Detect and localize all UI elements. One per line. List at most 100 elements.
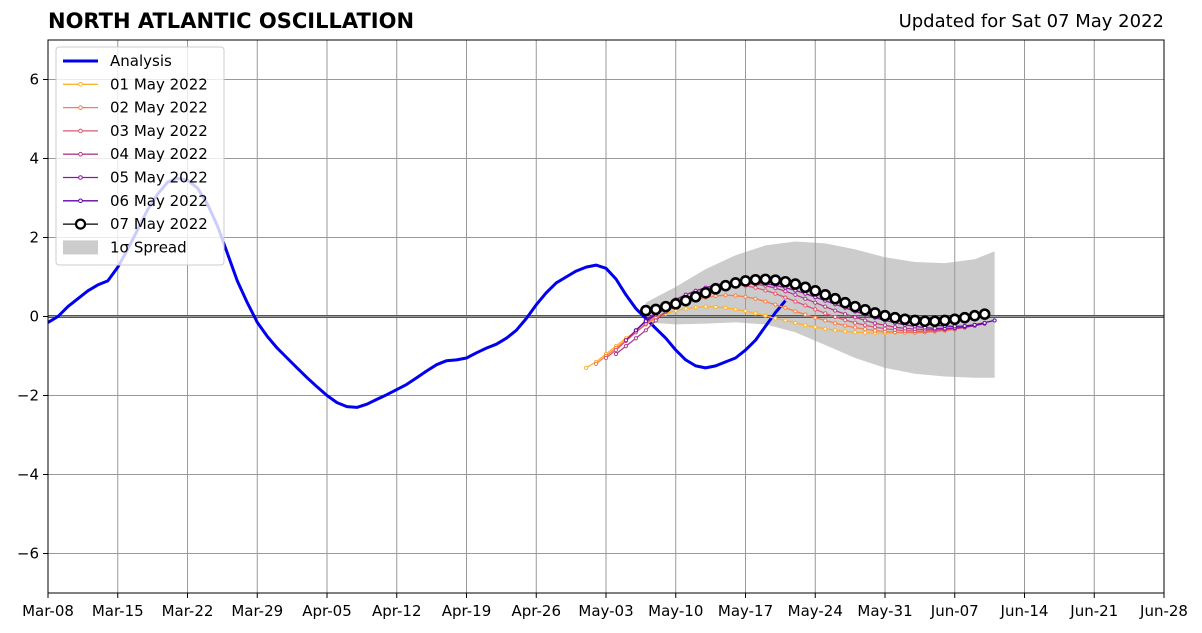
x-tick-label: May-10 xyxy=(648,602,703,620)
forecast-point xyxy=(882,326,888,331)
forecast-point xyxy=(773,316,778,321)
y-tick-label: 6 xyxy=(29,71,39,89)
forecast-point xyxy=(783,305,788,310)
forecast-point xyxy=(833,321,838,326)
x-tick-label: Jun-21 xyxy=(1069,602,1118,620)
forecast-point xyxy=(862,327,868,332)
forecast-point xyxy=(743,308,748,314)
forecast-point xyxy=(763,299,768,304)
forecast-point xyxy=(643,319,648,324)
forecast-point xyxy=(789,278,802,290)
forecast-point xyxy=(713,293,718,299)
forecast-point xyxy=(739,275,752,287)
forecast-point xyxy=(952,324,957,329)
forecast-point xyxy=(799,281,812,294)
forecast-point xyxy=(843,323,848,328)
forecast-point xyxy=(819,288,832,301)
forecast-point xyxy=(603,355,609,361)
legend-forecast-marker xyxy=(74,218,87,230)
legend-forecast-marker xyxy=(78,128,83,134)
legend-spread-swatch xyxy=(63,240,98,255)
legend-forecast-marker xyxy=(78,198,83,204)
forecast-point xyxy=(909,314,921,327)
x-tick-label: Jun-14 xyxy=(1000,602,1049,620)
legend-forecast-label: 03 May 2022 xyxy=(110,122,208,140)
forecast-point xyxy=(929,315,941,328)
forecast-point xyxy=(833,308,838,313)
legend-forecast-label: 02 May 2022 xyxy=(110,99,208,117)
legend-forecast-label: 05 May 2022 xyxy=(110,169,208,187)
forecast-point xyxy=(633,336,638,341)
forecast-point xyxy=(733,293,738,298)
forecast-point xyxy=(843,329,848,334)
forecast-point xyxy=(699,286,712,299)
legend-box xyxy=(55,46,225,266)
forecast-point xyxy=(689,290,702,303)
forecast-point xyxy=(813,315,818,320)
forecast-point xyxy=(803,303,808,308)
forecast-point xyxy=(833,314,838,319)
forecast-point xyxy=(633,328,638,333)
forecast-point xyxy=(889,311,901,324)
forecast-point xyxy=(703,304,708,309)
forecast-point xyxy=(843,312,848,317)
forecast-point xyxy=(593,361,599,366)
forecast-point xyxy=(872,328,878,333)
forecast-point xyxy=(723,293,728,298)
forecast-point xyxy=(650,303,662,316)
forecast-point xyxy=(783,318,788,323)
forecast-point xyxy=(872,321,878,326)
forecast-point xyxy=(829,292,841,305)
legend-forecast-label: 04 May 2022 xyxy=(110,145,208,163)
legend-spread-label: 1σ Spread xyxy=(110,238,187,256)
forecast-point xyxy=(872,325,878,330)
forecast-point xyxy=(643,328,648,333)
x-tick-label: Jun-07 xyxy=(930,602,979,620)
forecast-point xyxy=(613,351,619,357)
forecast-point xyxy=(743,294,748,299)
forecast-point xyxy=(992,318,997,323)
legend-forecast-marker xyxy=(78,151,83,157)
forecast-point xyxy=(809,285,822,297)
forecast-point xyxy=(640,304,652,317)
x-tick-label: Apr-12 xyxy=(372,602,422,620)
legend-forecast-marker xyxy=(78,105,83,110)
x-tick-label: Jun-28 xyxy=(1139,602,1188,620)
x-tick-label: Apr-26 xyxy=(512,602,562,620)
x-tick-label: May-17 xyxy=(718,602,773,620)
forecast-point xyxy=(793,292,798,297)
x-tick-label: May-24 xyxy=(788,602,843,620)
forecast-point xyxy=(763,288,768,293)
forecast-point xyxy=(733,307,738,312)
forecast-point xyxy=(813,307,818,312)
y-tick-label: −6 xyxy=(17,545,39,563)
forecast-point xyxy=(833,328,838,333)
forecast-point xyxy=(773,302,778,307)
legend-forecast-label: 07 May 2022 xyxy=(110,215,208,233)
y-tick-label: 0 xyxy=(29,308,39,326)
forecast-point xyxy=(962,323,967,329)
forecast-point xyxy=(862,318,868,323)
forecast-point xyxy=(613,347,619,353)
forecast-point xyxy=(968,309,981,322)
y-tick-label: 4 xyxy=(29,150,39,168)
forecast-point xyxy=(729,277,742,289)
forecast-point xyxy=(709,283,722,295)
forecast-point xyxy=(713,304,718,310)
forecast-point xyxy=(843,317,848,323)
forecast-point xyxy=(853,325,858,330)
forecast-point xyxy=(803,296,808,301)
forecast-point xyxy=(902,326,908,331)
forecast-point xyxy=(759,273,772,286)
x-tick-label: Mar-29 xyxy=(231,602,283,620)
forecast-point xyxy=(823,311,828,316)
forecast-point xyxy=(669,298,682,310)
forecast-point xyxy=(749,273,762,286)
x-tick-label: May-03 xyxy=(578,602,633,620)
forecast-point xyxy=(803,323,808,328)
forecast-point xyxy=(813,300,818,305)
forecast-point xyxy=(919,315,931,328)
forecast-point xyxy=(779,275,792,288)
forecast-point xyxy=(763,313,768,318)
forecast-point xyxy=(849,300,861,313)
